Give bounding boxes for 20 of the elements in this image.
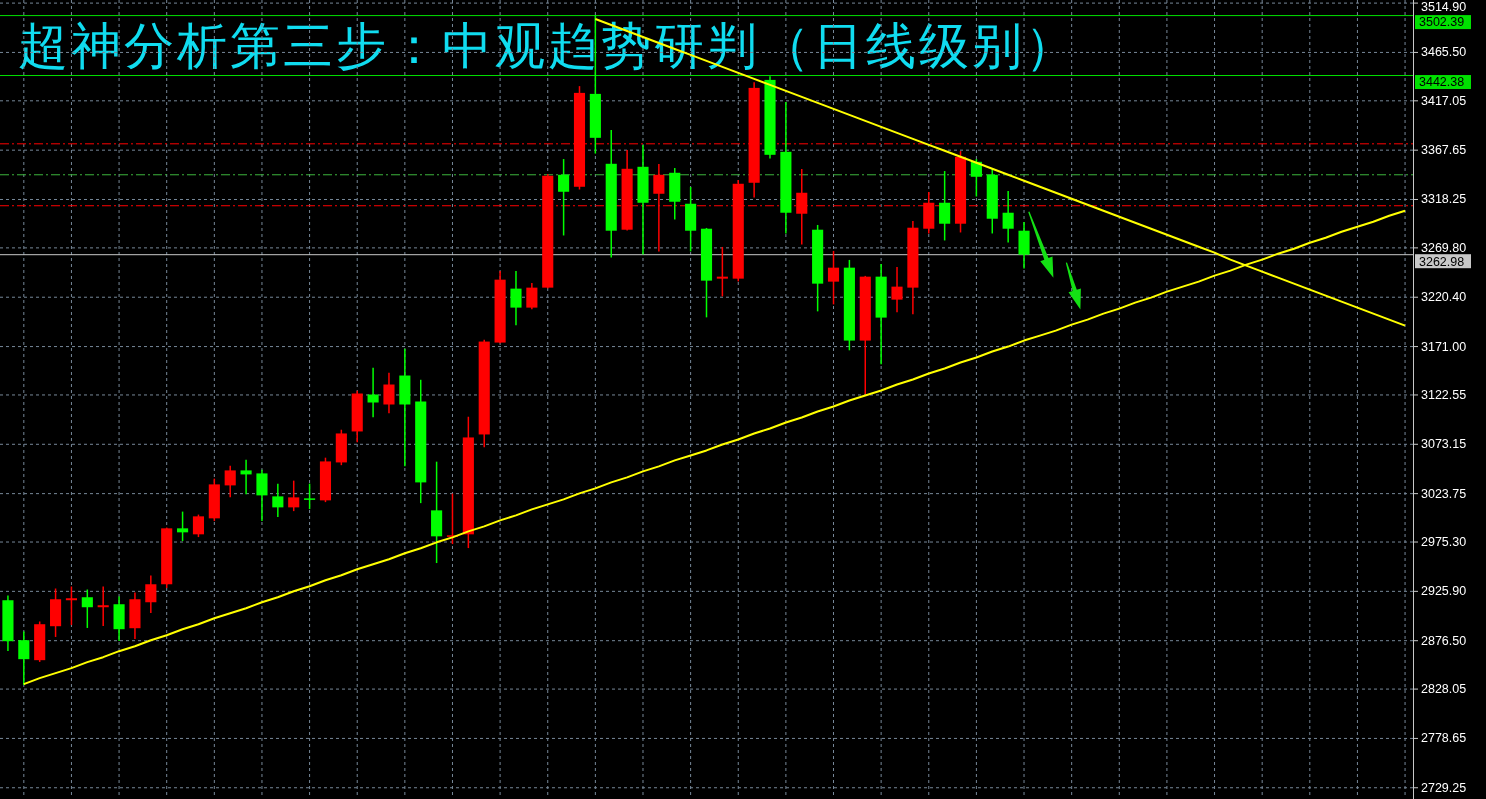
y-tick-label: 2778.65 [1421,731,1467,746]
y-tick-label: 3023.75 [1421,486,1467,501]
ref-line-label: 3262.98 [1419,254,1465,269]
y-tick-label: 2975.30 [1421,535,1467,549]
y-tick-label: 3269.80 [1421,240,1467,255]
y-tick-label: 3073.15 [1421,437,1467,452]
y-tick-label: 2876.50 [1421,633,1467,648]
y-tick-label: 2729.25 [1421,780,1467,795]
y-tick-label: 3220.40 [1421,290,1467,305]
y-tick-label: 3318.25 [1421,192,1467,207]
y-tick-label: 3171.00 [1421,339,1467,354]
y-tick-label: 3417.05 [1421,93,1467,108]
y-tick-label: 3367.65 [1421,143,1467,158]
y-tick-label: 2828.05 [1421,682,1467,697]
ref-line-label: 3502.39 [1419,15,1465,30]
y-tick-label: 3465.50 [1421,45,1467,60]
y-tick-label: 3122.55 [1421,387,1467,402]
y-tick-label: 2925.90 [1421,584,1467,599]
y-tick-label: 3514.90 [1421,0,1467,14]
ref-line-label: 3442.38 [1419,75,1465,90]
